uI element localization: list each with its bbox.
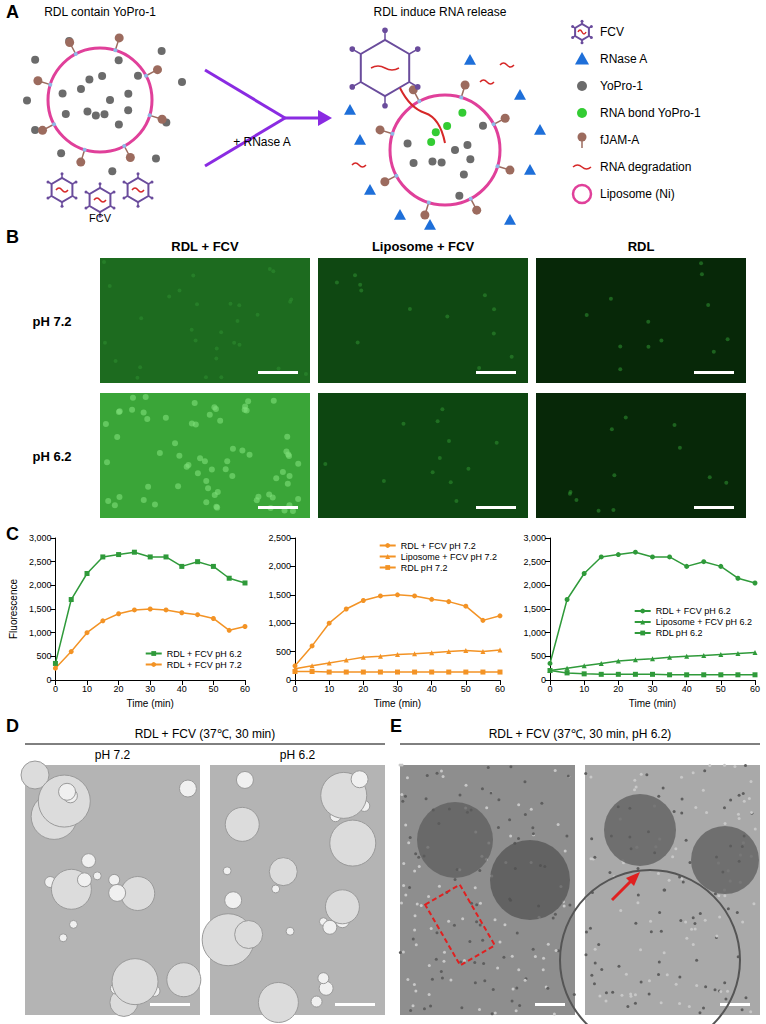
svg-text:Liposome (Ni): Liposome (Ni) <box>600 187 675 201</box>
svg-text:RDL + FCV pH 7.2: RDL + FCV pH 7.2 <box>167 660 242 670</box>
svg-text:500: 500 <box>531 651 546 661</box>
svg-text:20: 20 <box>613 684 623 694</box>
svg-text:20: 20 <box>358 684 368 694</box>
svg-text:Time (min): Time (min) <box>127 698 174 709</box>
svg-text:RDL pH 7.2: RDL pH 7.2 <box>401 563 448 573</box>
svg-text:RNA bond YoPro-1: RNA bond YoPro-1 <box>600 106 701 120</box>
svg-text:FCV: FCV <box>600 25 624 39</box>
svg-text:RDL + FCV: RDL + FCV <box>171 239 239 254</box>
svg-text:Fluorescence: Fluorescence <box>8 579 19 639</box>
svg-text:60: 60 <box>750 684 760 694</box>
svg-text:D: D <box>6 716 19 736</box>
svg-text:RDL + FCV pH 6.2: RDL + FCV pH 6.2 <box>167 649 242 659</box>
svg-text:60: 60 <box>495 684 505 694</box>
svg-text:30: 30 <box>392 684 402 694</box>
svg-text:0: 0 <box>46 675 51 685</box>
svg-text:0: 0 <box>547 684 552 694</box>
svg-text:pH 6.2: pH 6.2 <box>280 748 316 762</box>
svg-text:10: 10 <box>82 684 92 694</box>
svg-text:RDL induce RNA release: RDL induce RNA release <box>374 5 507 19</box>
svg-text:1,000: 1,000 <box>268 618 291 628</box>
svg-text:1,000: 1,000 <box>29 628 52 638</box>
svg-text:2,500: 2,500 <box>268 533 291 543</box>
svg-text:1,500: 1,500 <box>29 604 52 614</box>
svg-text:Time (min): Time (min) <box>374 698 421 709</box>
svg-text:1,500: 1,500 <box>523 604 546 614</box>
svg-text:40: 40 <box>177 684 187 694</box>
svg-text:C: C <box>6 524 19 544</box>
svg-text:50: 50 <box>716 684 726 694</box>
svg-text:RDL: RDL <box>628 239 655 254</box>
svg-text:20: 20 <box>114 684 124 694</box>
svg-text:1,000: 1,000 <box>523 628 546 638</box>
svg-text:B: B <box>6 227 19 247</box>
svg-text:Liposome + FCV pH 6.2: Liposome + FCV pH 6.2 <box>656 617 752 627</box>
svg-text:30: 30 <box>145 684 155 694</box>
svg-text:2,500: 2,500 <box>29 557 52 567</box>
svg-text:0: 0 <box>286 675 291 685</box>
svg-text:A: A <box>6 2 19 22</box>
svg-text:+ RNase A: + RNase A <box>233 135 291 149</box>
svg-text:500: 500 <box>36 651 51 661</box>
svg-text:2,000: 2,000 <box>268 561 291 571</box>
svg-text:Time (min): Time (min) <box>629 698 676 709</box>
svg-text:40: 40 <box>682 684 692 694</box>
svg-text:RNase A: RNase A <box>600 52 647 66</box>
svg-text:RNA degradation: RNA degradation <box>600 160 691 174</box>
svg-text:Liposome + FCV pH 7.2: Liposome + FCV pH 7.2 <box>401 552 497 562</box>
svg-text:40: 40 <box>427 684 437 694</box>
svg-text:50: 50 <box>208 684 218 694</box>
svg-text:RDL pH 6.2: RDL pH 6.2 <box>656 628 703 638</box>
svg-text:pH 7.2: pH 7.2 <box>32 314 71 329</box>
svg-text:RDL + FCV pH 7.2: RDL + FCV pH 7.2 <box>401 541 476 551</box>
svg-text:3,000: 3,000 <box>523 533 546 543</box>
svg-text:500: 500 <box>276 647 291 657</box>
svg-text:0: 0 <box>53 684 58 694</box>
svg-text:RDL contain YoPro-1: RDL contain YoPro-1 <box>44 5 156 19</box>
svg-text:50: 50 <box>461 684 471 694</box>
svg-text:0: 0 <box>541 675 546 685</box>
svg-text:0: 0 <box>292 684 297 694</box>
svg-text:Liposome + FCV: Liposome + FCV <box>372 239 475 254</box>
svg-text:YoPro-1: YoPro-1 <box>600 79 643 93</box>
svg-text:pH 7.2: pH 7.2 <box>95 748 131 762</box>
svg-text:RDL + FCV pH 6.2: RDL + FCV pH 6.2 <box>656 606 731 616</box>
svg-text:2,000: 2,000 <box>523 580 546 590</box>
svg-text:2,500: 2,500 <box>523 557 546 567</box>
svg-text:RDL + FCV (37℃, 30 min): RDL + FCV (37℃, 30 min) <box>135 727 276 741</box>
svg-text:2,000: 2,000 <box>29 580 52 590</box>
svg-text:10: 10 <box>324 684 334 694</box>
svg-text:E: E <box>390 716 402 736</box>
svg-text:30: 30 <box>647 684 657 694</box>
svg-text:RDL + FCV (37℃, 30 min, pH 6.2: RDL + FCV (37℃, 30 min, pH 6.2) <box>489 727 672 741</box>
svg-text:pH 6.2: pH 6.2 <box>32 449 71 464</box>
svg-text:60: 60 <box>240 684 250 694</box>
svg-text:3,000: 3,000 <box>29 533 52 543</box>
svg-text:FCV: FCV <box>89 212 112 224</box>
svg-text:10: 10 <box>579 684 589 694</box>
svg-text:1,500: 1,500 <box>268 590 291 600</box>
svg-text:fJAM-A: fJAM-A <box>600 133 639 147</box>
